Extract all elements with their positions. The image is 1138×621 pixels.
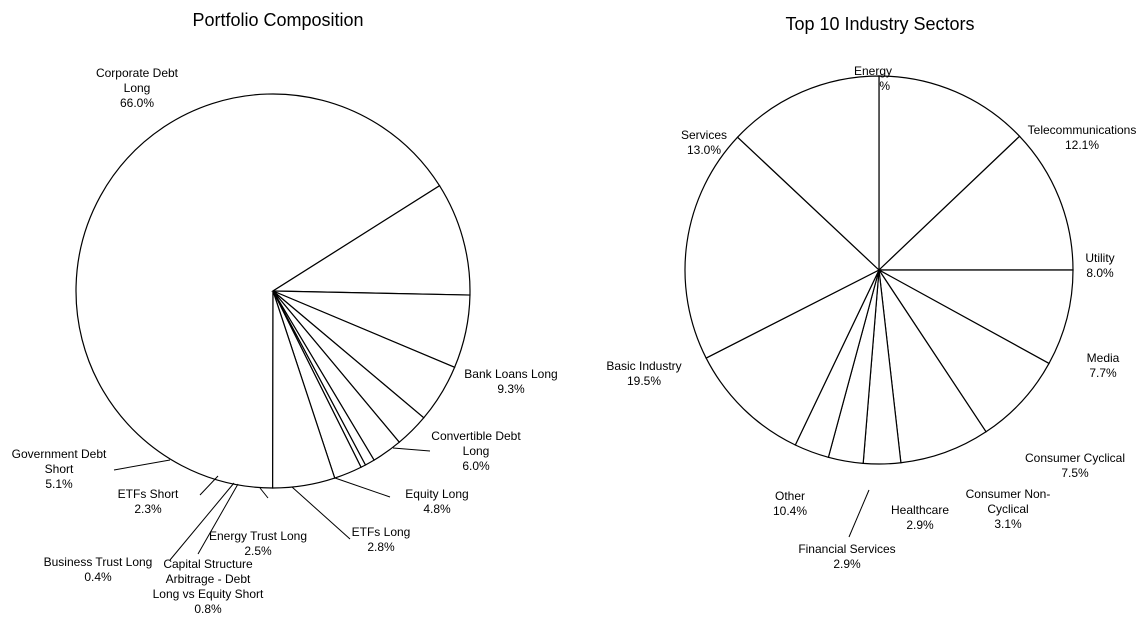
slice-label: Basic Industry 19.5% (606, 359, 681, 388)
label-leader-line (291, 486, 351, 540)
slice-label: Other 10.4% (773, 489, 807, 518)
slice-label-line: ETFs Long (352, 525, 411, 539)
pie-slice (736, 75, 880, 272)
slice-label: Telecommunications 12.1% (1028, 123, 1137, 152)
label-leader-line (334, 477, 391, 498)
slice-label-line: ETFs Short (118, 487, 179, 501)
slice-label-line: Telecommunications (1028, 123, 1137, 137)
label-leader-line (169, 482, 235, 561)
slice-label: ETFs Long 2.8% (352, 525, 411, 554)
label-leader-line (113, 459, 171, 471)
slice-label: Financial Services 2.9% (798, 542, 895, 571)
slice-label-line: 10.4% (773, 504, 807, 518)
slice-label: Convertible Debt Long 6.0% (431, 429, 521, 473)
slice-label: Business Trust Long 0.4% (44, 555, 153, 584)
slice-label-line: Cyclical (987, 502, 1028, 516)
industry-sectors-pie: Energy12.9%Telecommunications12.1%Utilit… (606, 64, 1136, 571)
label-leader-line (199, 475, 219, 496)
slice-label-line: 2.3% (134, 502, 162, 516)
pie-slice (705, 268, 881, 446)
slice-label-line: Healthcare (891, 503, 949, 517)
slice-label-line: Corporate Debt (96, 66, 179, 80)
pie-slice (75, 93, 441, 489)
slice-label-line: Convertible Debt (431, 429, 521, 443)
slice-label-line: 19.5% (627, 374, 661, 388)
slice-label: Healthcare 2.9% (891, 503, 949, 532)
pie-slice (270, 184, 471, 296)
label-leader-line (392, 447, 431, 452)
slice-label: Consumer Non-Cyclical 3.1% (966, 487, 1051, 531)
slice-label-line: Financial Services (798, 542, 895, 556)
slice-label: Utility 8.0% (1085, 251, 1114, 280)
slice-label-line: Long (463, 444, 490, 458)
slice-label-line: 0.8% (194, 602, 222, 616)
slice-label-line: Business Trust Long (44, 555, 153, 569)
slice-label: Consumer Cyclical 7.5% (1025, 451, 1125, 480)
slice-label: Corporate Debt Long 66.0% (96, 66, 179, 110)
pie-slice (878, 75, 1021, 272)
chart-title-portfolio: Portfolio Composition (192, 10, 363, 30)
slice-label-line: 12.1% (1065, 138, 1099, 152)
slice-label-line: 0.4% (84, 570, 112, 584)
slice-label-line: 66.0% (120, 96, 154, 110)
slice-label-line: Equity Long (405, 487, 468, 501)
slice-label-line: Basic Industry (606, 359, 681, 373)
slice-label-line: Long vs Equity Short (153, 587, 264, 601)
slice-label: ETFs Short 2.3% (118, 487, 179, 516)
slice-label-line: 2.5% (244, 544, 272, 558)
slice-label-line: Energy (854, 64, 892, 78)
slice-label: Capital Structure Arbitrage - Debt Long vs… (153, 557, 264, 616)
portfolio-composition-pie: Corporate Debt Long 66.0%Bank Loans Long 9.… (12, 66, 558, 616)
slice-label-line: Utility (1085, 251, 1114, 265)
slice-label: Media 7.7% (1087, 351, 1120, 380)
slice-label: Bank Loans Long 9.3% (464, 367, 557, 396)
slice-label-line: Capital Structure (163, 557, 253, 571)
slice-label-line: Long (124, 81, 151, 95)
slice-label-line: Arbitrage - Debt (166, 572, 251, 586)
slice-label-line: 2.9% (833, 557, 861, 571)
slice-label-line: Energy Trust Long (209, 529, 307, 543)
pie-slice (684, 136, 881, 359)
slice-label-line: 8.0% (1086, 266, 1114, 280)
slice-label-line: 9.3% (497, 382, 525, 396)
slice-label: Government Debt Short 5.1% (12, 447, 107, 491)
slice-label-line: Short (45, 462, 74, 476)
slice-label-line: 6.0% (462, 459, 490, 473)
slice-label-line: 5.1% (45, 477, 73, 491)
pie-slice (878, 269, 1074, 365)
chart-title-sectors: Top 10 Industry Sectors (785, 14, 974, 34)
slice-label-line: 2.9% (906, 518, 934, 532)
slice-label-line: Consumer Cyclical (1025, 451, 1125, 465)
slice-label-line: 7.7% (1089, 366, 1117, 380)
slice-label-line: 7.5% (1061, 466, 1089, 480)
pie-slice (272, 290, 336, 489)
slice-label-line: 3.1% (994, 517, 1022, 531)
slice-label-line: 2.8% (367, 540, 395, 554)
slice-label-line: Other (775, 489, 805, 503)
pie-slice (877, 135, 1074, 271)
slice-label-line: Government Debt (12, 447, 107, 461)
pie-slice (878, 269, 1050, 433)
label-leader-line (197, 483, 239, 555)
label-leader-line (848, 489, 870, 538)
slice-label-line: Services (681, 128, 727, 142)
slice-label-line: Media (1087, 351, 1120, 365)
slice-label: Equity Long 4.8% (405, 487, 468, 516)
slice-label-line: 13.0% (687, 143, 721, 157)
slice-label-line: 4.8% (423, 502, 451, 516)
slice-label-line: Consumer Non- (966, 487, 1051, 501)
label-leader-line (259, 487, 269, 499)
slice-label-line: Bank Loans Long (464, 367, 557, 381)
slice-label: Energy Trust Long 2.5% (209, 529, 307, 558)
slice-label: Services 13.0% (681, 128, 727, 157)
